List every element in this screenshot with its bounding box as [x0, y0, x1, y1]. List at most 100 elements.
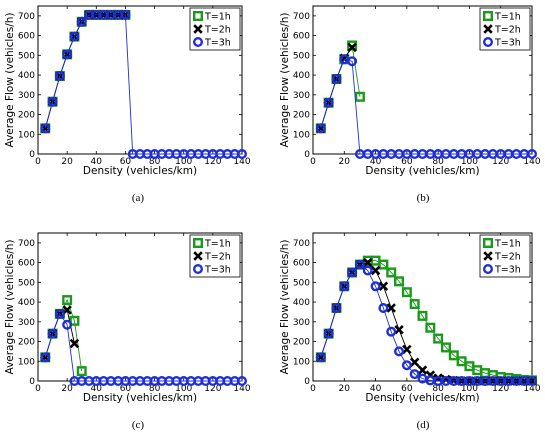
- y-tick-label: 300: [18, 318, 35, 328]
- data-point: [409, 369, 420, 380]
- legend-entry: T=1h: [483, 237, 521, 250]
- data-point: [417, 310, 428, 321]
- data-point: [62, 295, 73, 306]
- data-point: [347, 56, 358, 67]
- data-point: [323, 328, 334, 339]
- data-point: [409, 299, 420, 310]
- x-tick-label: 40: [91, 157, 103, 167]
- data-point: [331, 74, 342, 85]
- y-tick-label: 200: [18, 111, 35, 121]
- data-point: [417, 365, 428, 375]
- data-point: [401, 360, 412, 371]
- y-tick-label: 700: [293, 239, 310, 249]
- y-axis-label: Average Flow (vehicles/h): [279, 12, 291, 147]
- y-tick-label: 400: [18, 298, 35, 308]
- data-point: [402, 344, 412, 355]
- legend-entry: T=3h: [192, 37, 231, 49]
- x-tick-label: 100: [175, 157, 192, 167]
- x-tick-label: 100: [461, 384, 478, 394]
- y-axis-label: Average Flow (vehicles/h): [279, 239, 291, 374]
- series-T-3h: [40, 308, 247, 387]
- legend-marker: [192, 37, 203, 48]
- y-tick-label: 600: [18, 259, 35, 269]
- data-point: [440, 342, 451, 353]
- data-point: [69, 338, 80, 349]
- y-tick-label: 100: [293, 130, 310, 140]
- legend-entry: T=3h: [192, 264, 231, 276]
- x-tick-label: 80: [432, 157, 444, 167]
- x-tick-label: 20: [339, 157, 351, 167]
- x-tick-label: 20: [61, 384, 73, 394]
- y-tick-label: 200: [293, 111, 310, 121]
- legend-marker: [483, 264, 494, 275]
- y-tick-label: 0: [29, 150, 35, 160]
- chart-panel-d: 0 20 40 60 80 100 120 140 0 100 200 300 400 500 600 700…: [279, 232, 541, 431]
- x-tick-label: 60: [120, 384, 132, 394]
- legend-label: T=1h: [494, 12, 521, 23]
- x-tick-label: 140: [233, 157, 250, 167]
- data-point: [69, 315, 80, 326]
- y-tick-label: 0: [304, 150, 310, 160]
- panel-caption: (c): [132, 419, 145, 431]
- legend-marker: [483, 37, 494, 48]
- x-tick-label: 20: [339, 384, 351, 394]
- data-point: [363, 257, 373, 268]
- data-point: [394, 324, 404, 335]
- y-tick-label: 300: [293, 91, 310, 101]
- legend-label: T=3h: [204, 38, 231, 49]
- y-tick-label: 600: [293, 259, 310, 269]
- chart-panel-a: 0 20 40 60 80 100 120 140 0 100 200 300 400 500 600 700…: [4, 5, 251, 204]
- data-point: [236, 148, 247, 159]
- y-tick-label: 100: [18, 130, 35, 140]
- data-point: [378, 259, 389, 270]
- legend-entry: T=2h: [483, 24, 521, 36]
- x-tick-label: 40: [370, 157, 382, 167]
- data-point: [370, 265, 381, 276]
- legend-marker: [192, 10, 203, 21]
- data-point: [76, 366, 87, 377]
- data-point: [354, 259, 365, 270]
- x-tick-label: 140: [523, 157, 540, 167]
- legend-marker: [193, 24, 203, 34]
- legend-entry: T=2h: [193, 24, 231, 36]
- legend-label: T=2h: [204, 25, 231, 36]
- legend-label: T=3h: [204, 265, 231, 276]
- data-point: [40, 352, 51, 363]
- data-point: [354, 91, 365, 102]
- y-tick-label: 400: [18, 71, 35, 81]
- data-point: [47, 96, 58, 107]
- y-tick-label: 700: [293, 12, 310, 22]
- legend-marker: [483, 251, 493, 261]
- y-tick-label: 400: [293, 298, 310, 308]
- chart-panel-b: 0 20 40 60 80 100 120 140 0 100 200 300 400 500 600 700…: [279, 5, 541, 204]
- data-point: [378, 281, 389, 291]
- series-T-3h: [315, 259, 538, 387]
- data-point: [347, 42, 357, 53]
- data-point: [386, 267, 397, 278]
- x-axis-label: Density (vehicles/km): [83, 392, 197, 404]
- legend-label: T=1h: [204, 12, 231, 23]
- y-tick-label: 0: [304, 377, 310, 387]
- data-point: [54, 308, 65, 319]
- x-axis-label: Density (vehicles/km): [365, 392, 479, 404]
- x-tick-label: 120: [204, 384, 221, 394]
- data-point: [120, 9, 131, 20]
- data-point: [47, 328, 58, 339]
- data-point: [347, 267, 358, 278]
- legend-entry: T=1h: [483, 10, 521, 23]
- legend-marker: [192, 264, 203, 275]
- y-tick-label: 400: [293, 71, 310, 81]
- legend-entry: T=3h: [483, 37, 521, 49]
- data-point: [527, 376, 538, 387]
- y-tick-label: 500: [293, 51, 310, 61]
- data-point: [409, 357, 420, 367]
- x-tick-label: 0: [310, 384, 316, 394]
- legend: T=1h T=2h T=3h: [189, 7, 241, 51]
- data-point: [76, 16, 87, 27]
- y-tick-label: 500: [18, 51, 35, 61]
- y-tick-label: 700: [18, 239, 35, 249]
- x-axis-label: Density (vehicles/km): [365, 165, 479, 177]
- legend-marker: [483, 10, 494, 21]
- legend-label: T=1h: [494, 239, 521, 250]
